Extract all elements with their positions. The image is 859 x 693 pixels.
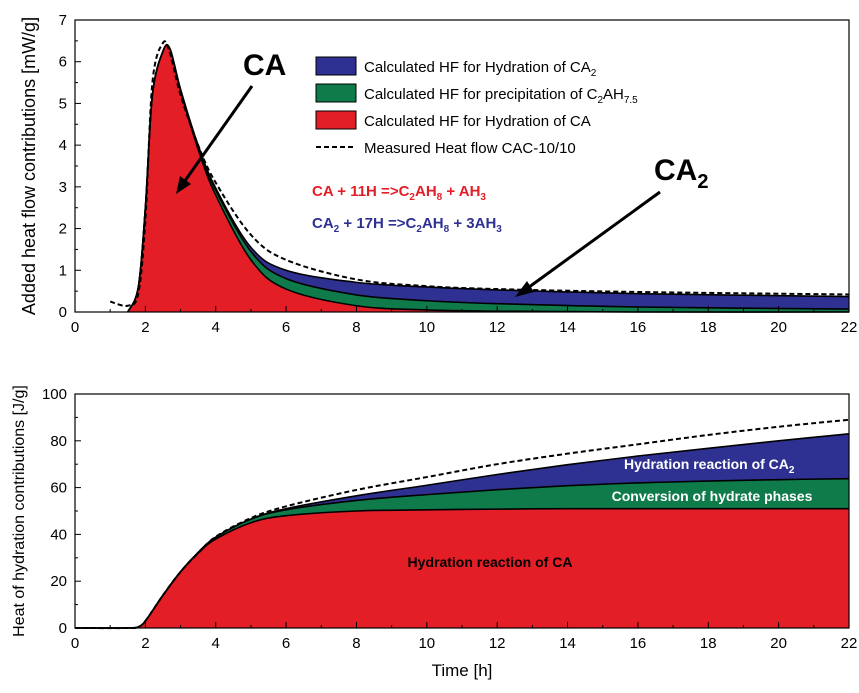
area-1-series-1	[75, 478, 849, 629]
x-tick-label-0-8: 16	[630, 319, 647, 336]
y-tick-label-0-7: 7	[59, 12, 67, 29]
legend-label-0: Calculated HF for Hydration of CA2	[364, 59, 597, 79]
ca2-arrow-head	[515, 281, 534, 297]
legend-label-1: Calculated HF for precipitation of C2AH7…	[364, 86, 638, 106]
x-tick-label-1-11: 22	[841, 635, 858, 652]
x-tick-label-0-2: 4	[212, 319, 220, 336]
y-tick-label-1-1: 20	[50, 573, 67, 590]
x-tick-label-0-7: 14	[559, 319, 576, 336]
x-tick-label-0-5: 10	[418, 319, 435, 336]
y-tick-label-1-4: 80	[50, 433, 67, 450]
x-tick-label-0-10: 20	[770, 319, 787, 336]
legend-swatch-1	[315, 83, 357, 103]
ca-arrow-head	[176, 176, 191, 194]
y-tick-label-0-4: 4	[59, 137, 67, 154]
x-tick-label-0-0: 0	[71, 319, 79, 336]
y-tick-label-0-0: 0	[59, 304, 67, 321]
legend-label-3: Measured Heat flow CAC-10/10	[364, 140, 576, 157]
legend-label-2: Calculated HF for Hydration of CA	[364, 113, 591, 130]
x-tick-label-1-8: 16	[630, 635, 647, 652]
y-tick-label-0-2: 2	[59, 221, 67, 238]
ca2-arrow	[524, 190, 661, 292]
x-tick-label-1-0: 0	[71, 635, 79, 652]
top-chart-areas	[127, 43, 850, 313]
bottom-chart-ticks: 0 2 4 6 8 10 12 14 16 18 20 22 0 20 40 60 80 100	[42, 386, 857, 652]
y-tick-label-1-5: 100	[42, 386, 67, 403]
label-hydration-ca2: Hydration reaction of CA2	[624, 456, 795, 476]
equation-ca2: CA2 + 17H =>C2AH8 + 3AH3	[312, 215, 502, 235]
x-tick-label-1-2: 4	[212, 635, 220, 652]
x-tick-label-1-10: 20	[770, 635, 787, 652]
top-legend: Calculated HF for Hydration of CA2 Calcul…	[315, 56, 638, 157]
label-hydration-ca: Hydration reaction of CA	[408, 554, 573, 570]
x-tick-label-1-6: 12	[489, 635, 506, 652]
ca-arrow	[180, 85, 254, 186]
x-tick-label-0-11: 22	[841, 319, 858, 336]
top-chart-measured-line	[109, 40, 850, 307]
top-y-axis-label: Added heat flow contributions [mW/g]	[19, 17, 39, 315]
y-tick-label-1-0: 0	[59, 620, 67, 637]
bottom-chart-measured-line	[74, 418, 850, 630]
x-tick-label-0-6: 12	[489, 319, 506, 336]
x-axis-label: Time [h]	[432, 661, 493, 680]
x-tick-label-1-4: 8	[352, 635, 360, 652]
x-tick-label-0-4: 8	[352, 319, 360, 336]
measured-line-0	[109, 40, 850, 307]
area-0-series-0	[127, 44, 849, 313]
label-conversion: Conversion of hydrate phases	[612, 488, 813, 504]
equation-ca: CA + 11H =>C2AH8 + AH3	[312, 183, 486, 203]
x-tick-label-1-7: 14	[559, 635, 576, 652]
bottom-y-axis-label: Heat of hydration contributions [J/g]	[11, 385, 28, 637]
y-tick-label-1-3: 60	[50, 480, 67, 497]
legend-swatch-2	[315, 110, 357, 130]
measured-line-1	[74, 418, 850, 630]
x-tick-label-1-3: 6	[282, 635, 290, 652]
y-tick-label-1-2: 40	[50, 526, 67, 543]
x-tick-label-0-3: 6	[282, 319, 290, 336]
x-tick-label-1-1: 2	[141, 635, 149, 652]
bottom-chart: 0 2 4 6 8 10 12 14 16 18 20 22 0 20 40 60 80 100 Heat of …	[11, 385, 857, 680]
legend-swatch-0	[315, 56, 357, 76]
ca2-annotation: CA2	[654, 154, 708, 193]
x-tick-label-0-1: 2	[141, 319, 149, 336]
y-tick-label-0-1: 1	[59, 262, 67, 279]
x-tick-label-1-9: 18	[700, 635, 717, 652]
y-tick-label-0-3: 3	[59, 179, 67, 196]
ca-annotation: CA	[243, 49, 286, 82]
x-tick-label-0-9: 18	[700, 319, 717, 336]
y-tick-label-0-6: 6	[59, 54, 67, 71]
area-1-series-0	[75, 508, 849, 629]
x-tick-label-1-5: 10	[418, 635, 435, 652]
y-tick-label-0-5: 5	[59, 95, 67, 112]
